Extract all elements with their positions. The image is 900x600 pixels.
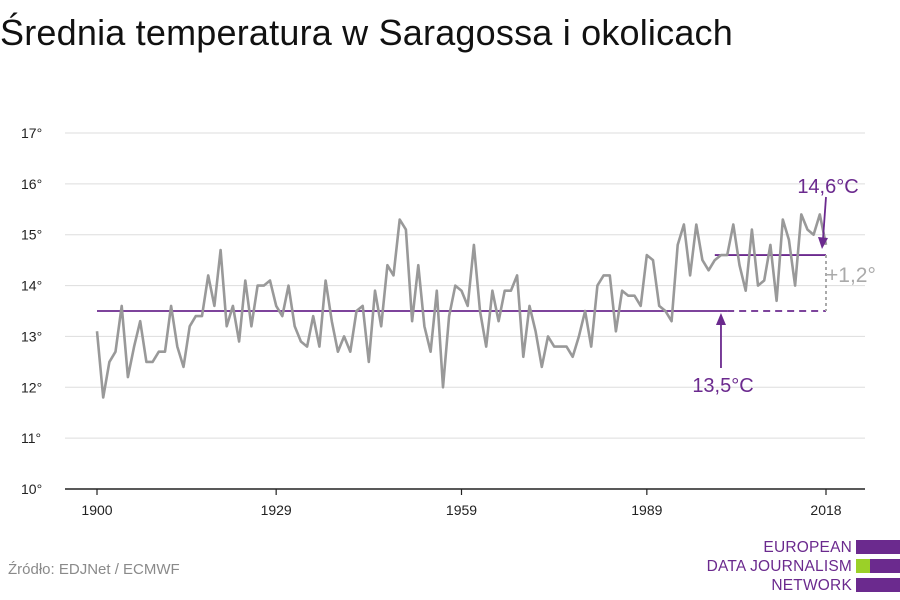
recent-arrow-shaft xyxy=(822,196,827,240)
logo-bar-green xyxy=(856,559,870,573)
x-tick-label: 1989 xyxy=(631,502,662,518)
x-tick-label: 1959 xyxy=(446,502,477,518)
chart-title: Średnia temperatura w Saragossa i okolic… xyxy=(0,12,733,53)
baseline-arrow-head xyxy=(715,313,726,325)
y-tick-label: 16° xyxy=(21,176,42,192)
logo-bar-top xyxy=(856,540,900,554)
source-note: Źródło: EDJNet / ECMWF xyxy=(8,561,180,578)
y-tick-label: 14° xyxy=(21,278,42,294)
edjnet-logo: EUROPEAN DATA JOURNALISM NETWORK xyxy=(700,538,900,600)
y-tick-label: 12° xyxy=(21,379,42,395)
y-tick-label: 13° xyxy=(21,328,42,344)
temperature-series-line xyxy=(95,213,828,399)
logo-text: EUROPEAN DATA JOURNALISM NETWORK xyxy=(707,538,852,595)
logo-bar-middle xyxy=(870,559,900,573)
difference-label: +1,2° xyxy=(826,264,876,287)
logo-line-1: EUROPEAN xyxy=(763,539,852,556)
recent-arrow-head xyxy=(818,237,828,250)
recent-mean-label: 14,6°C xyxy=(797,176,858,198)
logo-bar-bottom xyxy=(856,578,900,592)
y-tick-label: 15° xyxy=(21,227,42,243)
y-tick-label: 11° xyxy=(21,430,41,446)
logo-line-3: NETWORK xyxy=(771,577,852,594)
y-tick-label: 17° xyxy=(21,125,42,141)
logo-line-2: DATA JOURNALISM xyxy=(706,558,852,575)
y-tick-label: 10° xyxy=(21,481,42,497)
x-tick-label: 2018 xyxy=(810,502,841,518)
x-tick-label: 1929 xyxy=(261,502,292,518)
baseline-mean-label: 13,5°C xyxy=(692,375,753,397)
x-tick-label: 1900 xyxy=(81,502,112,518)
